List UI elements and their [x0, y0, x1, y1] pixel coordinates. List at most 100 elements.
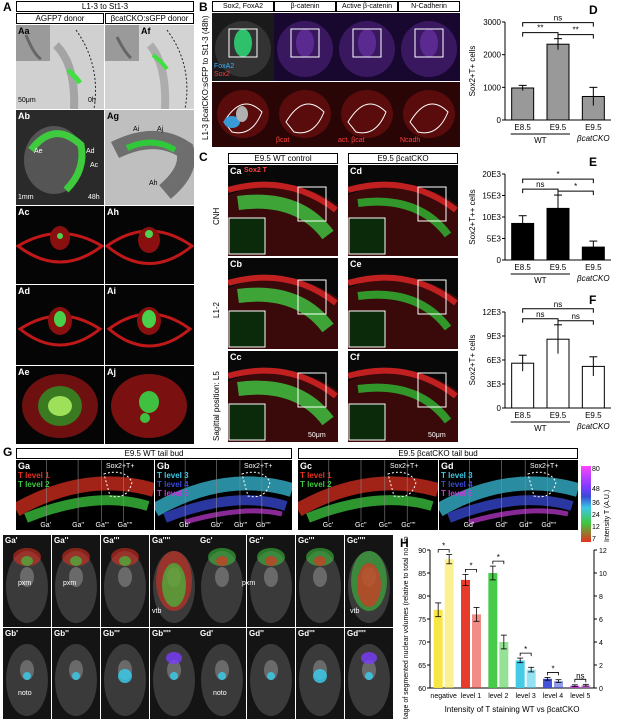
section-ko-0: Gc': [198, 535, 246, 627]
ab-scale: 1mm: [18, 194, 34, 201]
ytick-d-0: 0: [497, 116, 502, 125]
xtick-e-0: E8.5: [514, 263, 531, 272]
ytick-d-2: 2000: [483, 51, 501, 60]
ga-legend-1: T level 1: [18, 471, 50, 480]
bar-d-1: [546, 43, 570, 121]
g-annotation-6: noto: [213, 690, 227, 697]
gc-tick-0: Gc': [322, 522, 334, 529]
ag-mark-ah: Ah: [149, 180, 158, 187]
h-bar-2-0: [488, 573, 498, 688]
micrograph-cf: Cf 50μm: [348, 351, 458, 442]
colorbar: [581, 466, 591, 542]
gd-legend-3: T level 5: [441, 489, 473, 498]
group-e-ko: βcatCKO: [576, 274, 610, 283]
sub-ai: Ai: [107, 286, 116, 296]
section-wt-6: Gb''': [101, 628, 149, 719]
micrograph-cc: Cc 50μm: [228, 351, 338, 442]
sub-section-wt-1: Ga'': [54, 536, 69, 545]
section-wt-3: Ga'''': [150, 535, 198, 627]
h-bar-4-1: [554, 681, 563, 688]
gc-legend-1: T level 1: [300, 471, 332, 480]
ga-tick-2: Ga''': [95, 522, 109, 529]
panel-b-side-label: L1-3 βcatCKO:sGFP to St1-3 (48h): [201, 15, 210, 140]
group-f-wt: WT: [534, 424, 547, 433]
xtick-f-1: E9.5: [550, 411, 567, 420]
g-annotation-4: pxm: [242, 580, 256, 587]
b-legend-sox2: Sox2: [214, 71, 230, 78]
micrograph-b-top-3: [398, 13, 460, 81]
h-ytick-right-1: 2: [599, 663, 603, 670]
c-scale-0: 50μm: [308, 432, 326, 439]
h-bar-2-1: [499, 642, 509, 688]
h-bar-0-0: [433, 609, 443, 688]
gd-legend-2: T level 4: [441, 480, 473, 489]
gc-legend-2: T level 2: [300, 480, 332, 489]
section-wt-5: Gb'': [52, 628, 100, 719]
colorbar-title: Intensity T (A.U.): [604, 489, 611, 542]
micrograph-aj: Aj: [105, 366, 194, 444]
h-ytick-right-0: 0: [599, 686, 603, 693]
section-ko-7: Gd'''': [345, 628, 393, 719]
micrograph-ah: Ah: [105, 206, 194, 284]
ytick-f-3: 9E3: [487, 332, 502, 341]
sub-section-ko-6: Gd''': [298, 629, 315, 638]
g-annotation-1: pxm: [63, 580, 77, 587]
gb-legend-3: T level 5: [157, 489, 189, 498]
g-annotation-3: noto: [18, 690, 32, 697]
micrograph-ab: Ab Ae Ad Ac 1mm 48h: [16, 110, 104, 205]
gd-tick-0: Gd': [463, 522, 475, 529]
section-ko-6: Gd''': [296, 628, 344, 719]
h-xtick-0: negative: [430, 693, 457, 700]
h-ytick-right-5: 10: [599, 571, 607, 578]
sig-d-2: ns: [554, 14, 562, 23]
micrograph-b-bottom-2: [336, 82, 398, 147]
h-xlabel: Intensity of T staining WT vs βcatCKO: [445, 705, 580, 714]
panel-c-col2: E9.5 βcatCKO: [348, 153, 458, 164]
gb-tick-0: Gb': [179, 522, 190, 529]
c-row-label-2: Sagittal position: L5: [212, 371, 221, 441]
micrograph-ca: Ca Sox2 T: [228, 165, 338, 256]
h-bar-3-0: [515, 660, 525, 688]
gc-tag: Sox2+T+: [390, 463, 419, 470]
micrograph-ad: Ad: [16, 285, 104, 365]
micrograph-ce: Ce: [348, 258, 458, 349]
chart-e: E 0 5E3 10E3 15E3 20E3 Sox2+T++ cells E8.5 E9.5 E…: [468, 155, 611, 285]
sub-section-ko-4: Gd': [200, 629, 214, 638]
sub-section-ko-7: Gd'''': [347, 629, 366, 638]
chart-e-label: E: [589, 155, 597, 169]
ylabel-d: Sox2+T+ cells: [468, 46, 477, 97]
colorbar-tick-4: 12: [592, 524, 600, 531]
xtick-f-2: E9.5: [585, 411, 602, 420]
ytick-e-3: 15E3: [482, 192, 501, 201]
h-ytick-left-2: 70: [418, 640, 426, 647]
b-bottom-label-0: βcat: [276, 137, 290, 144]
sig-e-0: ns: [536, 180, 544, 189]
sig-f-0: ns: [536, 310, 544, 319]
sig-f-1: ns: [571, 312, 579, 321]
ytick-e-0: 0: [497, 256, 502, 265]
group-d-ko: βcatCKO: [576, 134, 610, 143]
micrograph-b-top-2: [336, 13, 398, 81]
ytick-f-2: 6E3: [487, 356, 502, 365]
panel-b-col-3: N-Cadherin: [398, 1, 460, 12]
panel-c-label: C: [199, 150, 208, 164]
h-xtick-2: level 2: [488, 693, 508, 700]
ytick-d-1: 1000: [483, 83, 501, 92]
micrograph-ac: Ac: [16, 206, 104, 284]
gb-tag: Sox2+T+: [244, 463, 273, 470]
sig-e-2: *: [556, 170, 559, 179]
gc-tick-1: Gc'': [355, 522, 367, 529]
section-wt-4: Gb': [3, 628, 51, 719]
sub-section-wt-4: Gb': [5, 629, 19, 638]
sub-cf: Cf: [350, 352, 360, 362]
h-bar-4-0: [543, 678, 552, 688]
ga-tick-0: Ga': [40, 522, 52, 529]
b-bottom-label-1: act. βcat: [338, 137, 365, 144]
gb-legend-1: T level 3: [157, 471, 189, 480]
ga-tag: Sox2+T+: [106, 463, 135, 470]
sub-ag: Ag: [107, 111, 119, 121]
